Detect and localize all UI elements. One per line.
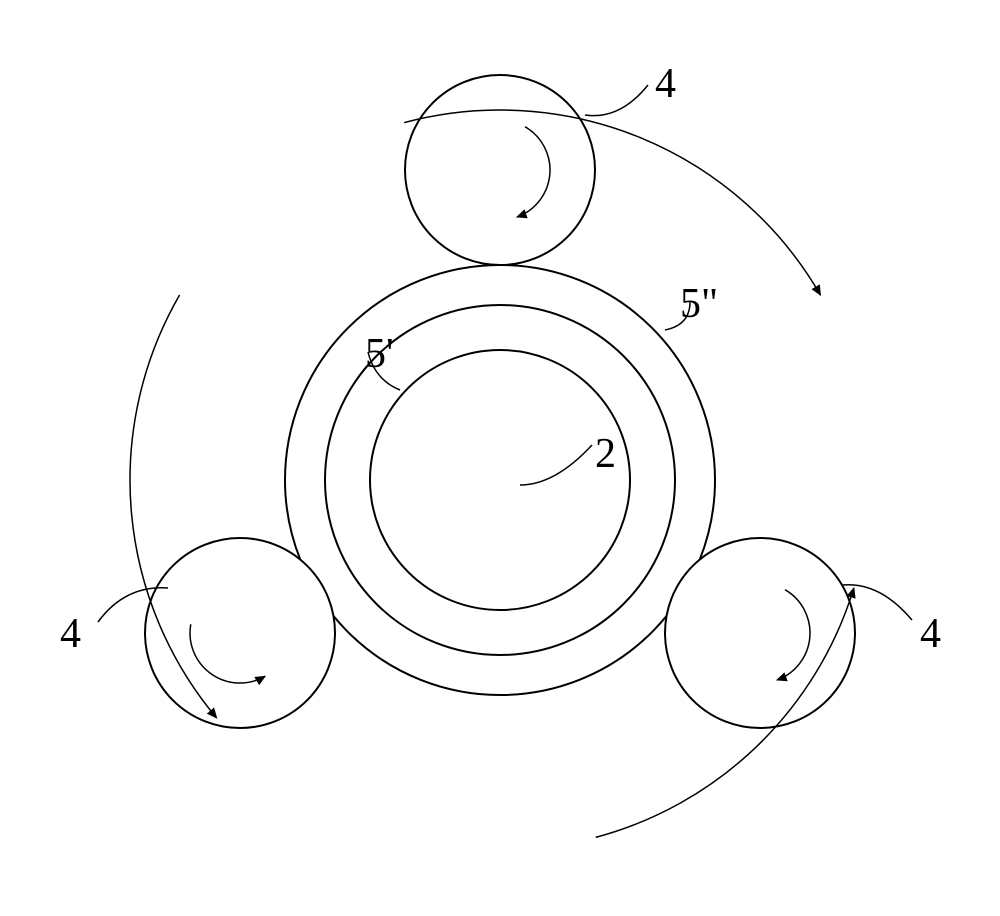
- diagram-svg: [0, 0, 1000, 916]
- label-5-prime: 5': [365, 330, 394, 378]
- label-4-top: 4: [655, 60, 676, 108]
- label-2: 2: [595, 430, 616, 478]
- leader-3: [520, 445, 592, 485]
- label-4-bottom-right: 4: [920, 610, 941, 658]
- label-5-double-prime: 5": [680, 280, 718, 328]
- outer-ring: [285, 265, 715, 695]
- inner-circle: [370, 350, 630, 610]
- label-4-bottom-left: 4: [60, 610, 81, 658]
- leader-0: [585, 85, 648, 116]
- planet-circle-top: [405, 75, 595, 265]
- diagram-root: 4 4 4 2 5' 5": [0, 0, 1000, 916]
- planet-circle-bottom_left: [145, 538, 335, 728]
- planet-circle-bottom_right: [665, 538, 855, 728]
